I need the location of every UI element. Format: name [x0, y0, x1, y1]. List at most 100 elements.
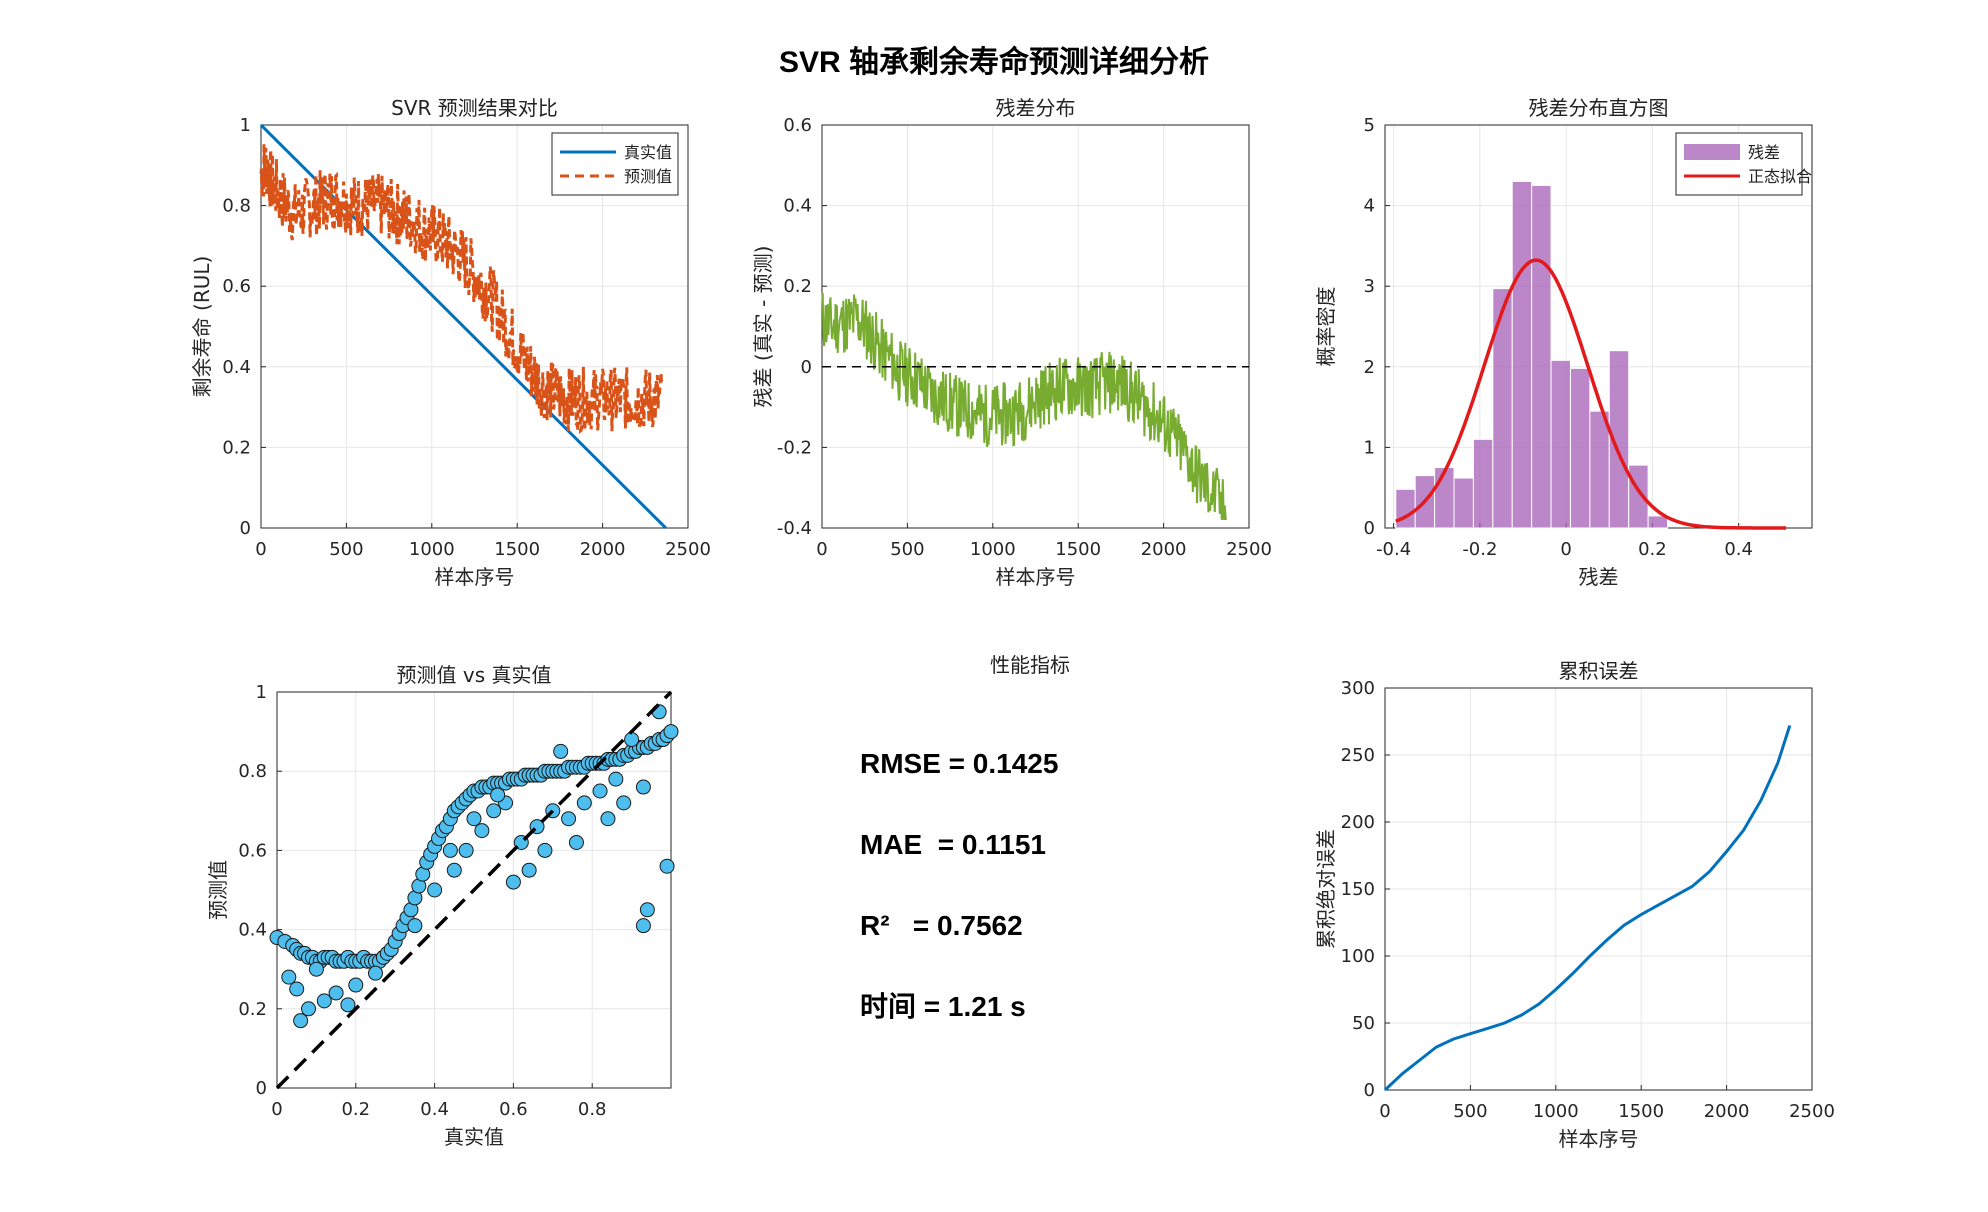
y-tick-label: 4 [1364, 196, 1375, 217]
histogram-bar [1434, 467, 1455, 529]
x-tick-label: 0.8 [578, 1099, 607, 1120]
plot-title: 预测值 vs 真实值 [397, 663, 552, 687]
metric-rmse: RMSE = 0.1425 [860, 748, 1058, 779]
scatter-point [616, 795, 632, 811]
x-axis-label: 样本序号 [1559, 1127, 1639, 1151]
scatter-point [561, 811, 577, 827]
histogram-bar [1453, 477, 1474, 529]
y-tick-label: -0.4 [777, 518, 812, 539]
scatter-point [537, 842, 553, 858]
scatter-point [328, 985, 344, 1001]
x-tick-label: 1000 [409, 539, 455, 560]
y-tick-label: 0 [801, 357, 812, 378]
plot-title: 残差分布 [996, 96, 1076, 120]
x-axis-label: 样本序号 [435, 565, 515, 589]
scatter-point [368, 965, 383, 981]
y-tick-label: -0.2 [777, 437, 812, 458]
y-tick-label: 0 [240, 518, 251, 539]
x-tick-label: 1000 [1533, 1101, 1579, 1122]
y-axis-label: 预测值 [206, 860, 230, 920]
scatter-point [568, 834, 584, 850]
scatter-point [293, 1013, 309, 1029]
y-tick-label: 150 [1341, 879, 1375, 900]
x-tick-label: 0 [816, 539, 827, 560]
x-tick-label: 0 [271, 1099, 282, 1120]
y-tick-label: 0.2 [222, 437, 251, 458]
scatter-point [659, 858, 675, 874]
scatter-point [639, 902, 655, 918]
axes-box [821, 124, 1250, 529]
legend-swatch [1684, 144, 1740, 160]
metric-r2: R² = 0.7562 [860, 910, 1023, 941]
series-prediction-line [259, 144, 664, 435]
plot-title: SVR 预测结果对比 [391, 96, 558, 120]
scatter-point [553, 743, 569, 759]
scatter-point [340, 997, 356, 1013]
scatter-point [486, 803, 502, 819]
metric-mae: MAE = 0.1151 [860, 829, 1046, 860]
x-tick-label: 500 [890, 539, 924, 560]
scatter-point [407, 918, 423, 934]
x-tick-label: 500 [1453, 1101, 1487, 1122]
normal-fit-curve [1395, 258, 1787, 530]
chart-residuals: 0 500 1000 1500 2000 2500 -0.4 -0.2 0 0.2 0.4 0.6 残差… [751, 96, 1272, 589]
histogram-bar [1589, 410, 1610, 529]
scatter-point [474, 823, 490, 839]
x-tick-label: 500 [329, 539, 363, 560]
y-tick-label: 0 [1364, 518, 1375, 539]
y-axis-label: 残差 (真实 - 预测) [751, 246, 775, 408]
series-residual-line [821, 292, 1227, 520]
scatter-point [281, 969, 297, 985]
scatter-point [348, 977, 364, 993]
chart-cumulative-error: 0 500 1000 1500 2000 2500 0 50 100 150 200 250 300 累积… [1314, 659, 1835, 1151]
scatter-point [466, 811, 482, 827]
y-tick-label: 0.2 [783, 276, 812, 297]
x-tick-label: 0.2 [1638, 539, 1667, 560]
chart-prediction-comparison: 0 500 1000 1500 2000 2500 0 0.2 0.4 0.6 0.8 1 SVR 预测… [190, 96, 711, 589]
plot-title: 累积误差 [1559, 659, 1639, 683]
y-axis-label: 概率密度 [1314, 287, 1338, 367]
y-tick-label: 100 [1341, 946, 1375, 967]
x-tick-label: 0 [1379, 1101, 1390, 1122]
histogram-bar [1647, 515, 1669, 529]
x-tick-label: 2000 [1704, 1101, 1750, 1122]
x-tick-label: 2000 [1141, 539, 1187, 560]
scatter-point [635, 779, 651, 795]
x-tick-label: 1500 [494, 539, 540, 560]
scatter-point [608, 771, 624, 787]
x-tick-label: 2500 [1789, 1101, 1835, 1122]
x-tick-label: 2500 [665, 539, 711, 560]
y-tick-label: 5 [1364, 115, 1375, 136]
scatter-point [458, 842, 474, 858]
scatter-point [442, 842, 458, 858]
scatter-point [663, 724, 679, 740]
x-tick-label: 0.4 [420, 1099, 449, 1120]
y-tick-label: 2 [1364, 357, 1375, 378]
histogram-bar [1395, 488, 1416, 529]
figure-title: SVR 轴承剩余寿命预测详细分析 [779, 45, 1209, 79]
y-tick-label: 0.4 [783, 196, 812, 217]
scatter-point [289, 981, 305, 997]
x-tick-label: 0.2 [341, 1099, 370, 1120]
histogram-bar [1608, 350, 1630, 529]
legend-label: 真实值 [624, 143, 672, 162]
x-axis-label: 残差 [1579, 565, 1619, 589]
x-tick-label: 0.6 [499, 1099, 528, 1120]
x-axis-label: 真实值 [444, 1125, 504, 1149]
scatter-point [600, 811, 616, 827]
y-axis-label: 剩余寿命 (RUL) [190, 256, 214, 398]
y-tick-label: 3 [1364, 276, 1375, 297]
histogram-bar [1472, 438, 1494, 529]
y-tick-label: 0.6 [222, 276, 251, 297]
axes-box [276, 691, 672, 1089]
metrics-title: 性能指标 [990, 653, 1070, 677]
x-tick-label: 1500 [1055, 539, 1101, 560]
legend-label: 正态拟合 [1748, 167, 1812, 186]
y-tick-label: 0 [1364, 1080, 1375, 1101]
metrics-panel: 性能指标 RMSE = 0.1425 MAE = 0.1151 R² = 0.7… [860, 653, 1070, 1022]
y-tick-label: 0.8 [222, 196, 251, 217]
scatter-point [592, 783, 608, 799]
x-tick-label: 0 [1560, 539, 1571, 560]
